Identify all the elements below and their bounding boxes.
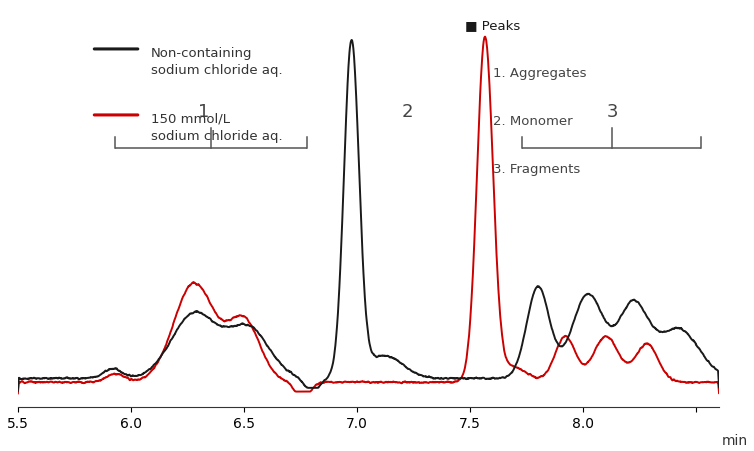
Text: Non-containing
sodium chloride aq.: Non-containing sodium chloride aq. bbox=[151, 47, 283, 77]
Text: 1: 1 bbox=[198, 103, 209, 121]
Text: 3: 3 bbox=[607, 103, 618, 121]
Text: 150 mmol/L
sodium chloride aq.: 150 mmol/L sodium chloride aq. bbox=[151, 113, 283, 143]
Text: 1. Aggregates: 1. Aggregates bbox=[493, 67, 587, 80]
Text: min: min bbox=[722, 433, 747, 447]
Text: 3. Fragments: 3. Fragments bbox=[493, 163, 581, 176]
Text: 2: 2 bbox=[401, 103, 412, 121]
Text: ■ Peaks: ■ Peaks bbox=[465, 19, 520, 32]
Text: 2. Monomer: 2. Monomer bbox=[493, 115, 573, 128]
